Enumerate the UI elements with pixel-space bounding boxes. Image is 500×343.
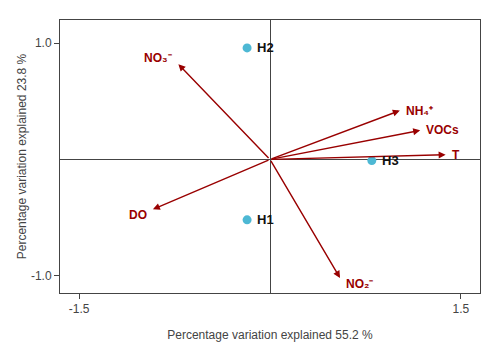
svg-text:H1: H1 [257,212,274,227]
svg-text:H3: H3 [382,153,399,168]
svg-text:-1.0: -1.0 [31,269,52,283]
svg-text:H2: H2 [257,40,274,55]
svg-text:NO₃⁻: NO₃⁻ [144,51,172,65]
svg-text:1.0: 1.0 [35,36,52,50]
svg-text:1.5: 1.5 [453,302,470,316]
svg-text:NH₄⁺: NH₄⁺ [406,104,433,118]
svg-text:T: T [452,148,460,162]
svg-text:NO₂⁻: NO₂⁻ [346,277,373,291]
svg-text:Percentage variation explained: Percentage variation explained 23.8 % [15,53,29,259]
svg-text:Percentage variation explained: Percentage variation explained 55.2 % [167,328,373,342]
svg-text:DO: DO [129,208,147,222]
svg-text:VOCs: VOCs [426,123,459,137]
svg-text:-1.5: -1.5 [69,302,90,316]
